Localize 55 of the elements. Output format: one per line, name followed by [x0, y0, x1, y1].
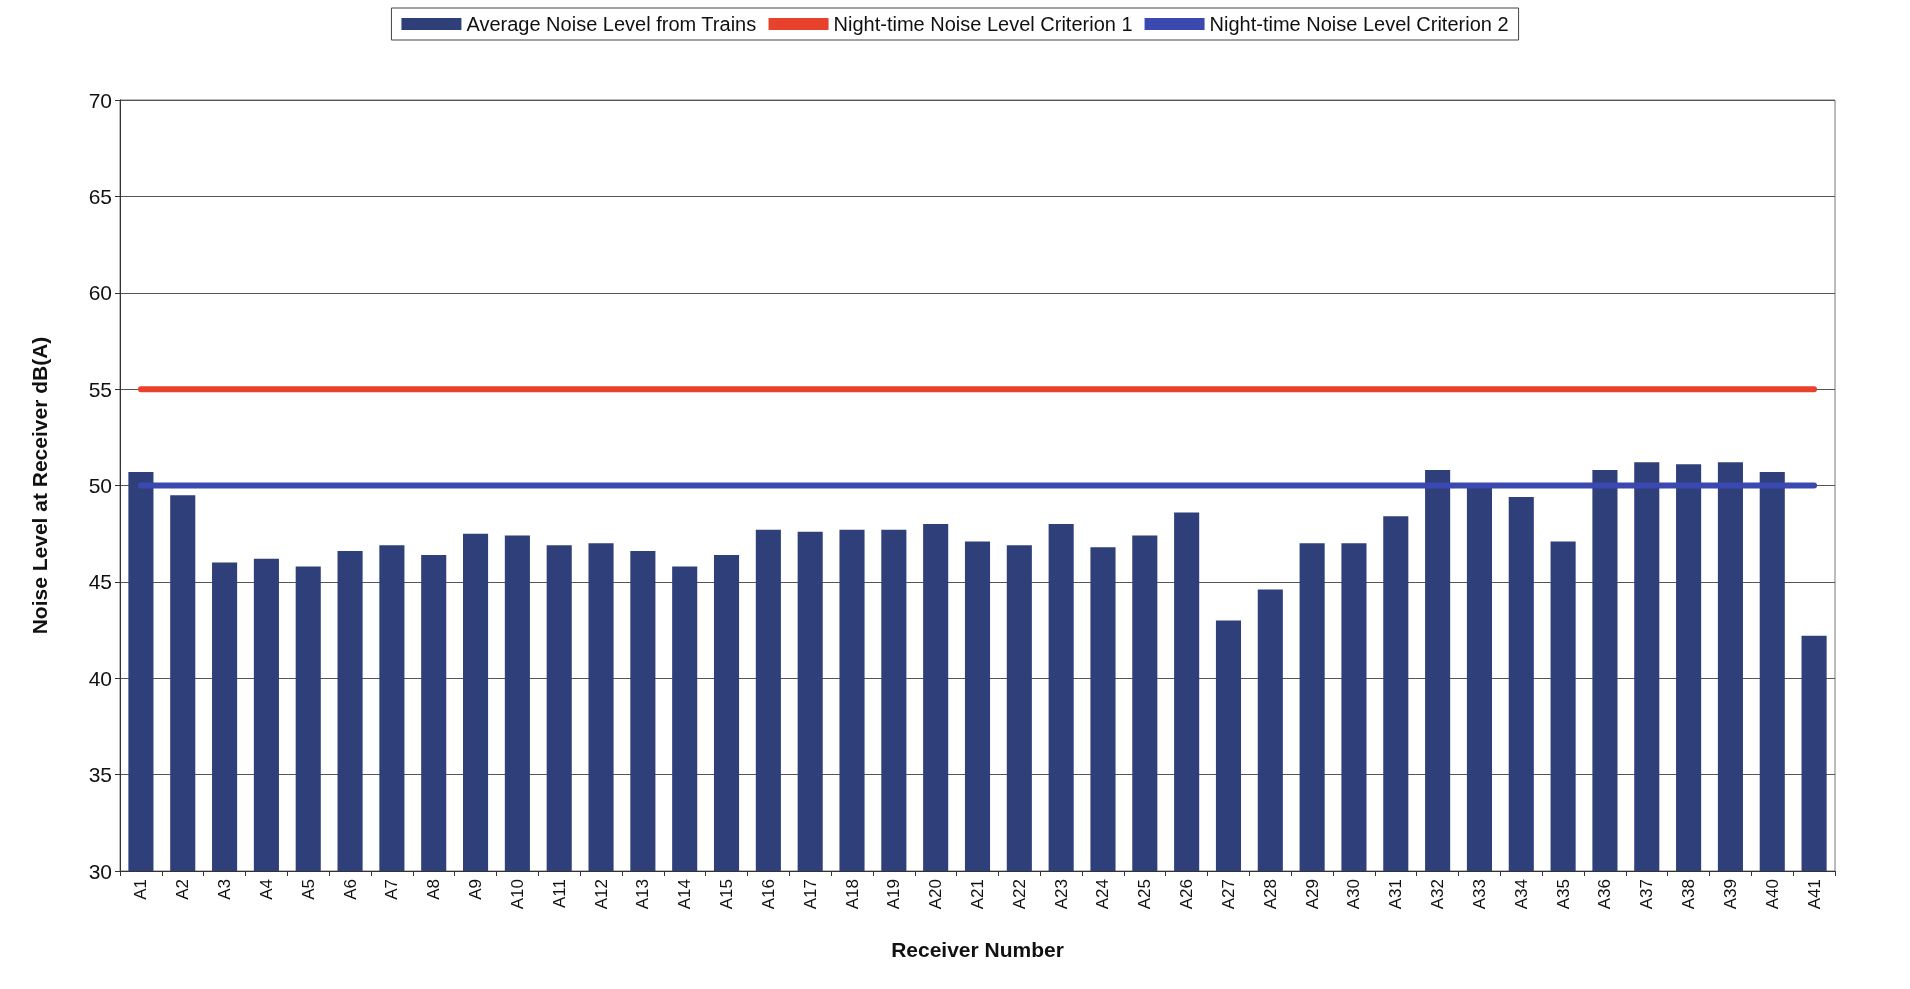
x-tick-label: A41	[1804, 879, 1824, 910]
x-tick-label: A12	[591, 879, 611, 910]
x-tick-label: A14	[675, 879, 695, 910]
y-tick-label: 65	[88, 184, 112, 208]
x-tick-label: A23	[1051, 879, 1071, 910]
x-tick-label: A4	[256, 879, 276, 900]
x-tick-label: A21	[968, 879, 987, 910]
x-tick-label: A13	[633, 879, 653, 910]
legend-label: Night-time Noise Level Criterion 2	[1209, 13, 1509, 35]
y-tick-label: 70	[88, 88, 112, 112]
x-tick-label: A35	[1553, 879, 1573, 910]
x-tick-label: A1	[131, 879, 151, 900]
x-axis-title: Receiver Number	[891, 938, 1064, 961]
x-tick-label: A6	[340, 879, 360, 900]
y-tick-label: 35	[88, 763, 112, 787]
x-tick-label: A30	[1344, 879, 1364, 910]
x-tick-label: A22	[1009, 879, 1029, 910]
x-tick-label: A9	[466, 879, 486, 900]
x-tick-label: A15	[717, 879, 737, 910]
x-tick-label: A37	[1637, 879, 1657, 910]
x-tick-label: A28	[1260, 879, 1280, 910]
legend-label: Night-time Noise Level Criterion 1	[833, 13, 1133, 35]
x-tick-label: A34	[1511, 879, 1531, 910]
x-tick-label: A10	[507, 879, 527, 910]
y-tick-label: 40	[88, 666, 112, 690]
y-tick-label: 55	[88, 377, 112, 401]
x-tick-label: A16	[758, 879, 778, 910]
x-tick-label: A29	[1302, 879, 1322, 910]
x-tick-label: A33	[1469, 879, 1489, 910]
x-tick-label: A24	[1093, 879, 1113, 910]
x-tick-label: A3	[215, 879, 235, 900]
x-tick-label: A40	[1762, 879, 1782, 910]
x-tick-label: A38	[1679, 879, 1699, 910]
x-tick-label: A26	[1177, 879, 1197, 910]
x-tick-label: A36	[1595, 879, 1615, 910]
x-tick-label: A18	[842, 879, 862, 910]
x-tick-label: A7	[382, 879, 402, 900]
x-tick-label: A32	[1428, 879, 1448, 910]
y-tick-label: 30	[88, 859, 112, 883]
y-tick-label: 50	[88, 474, 112, 497]
x-tick-label: A25	[1135, 879, 1155, 910]
x-tick-label: A31	[1386, 879, 1406, 910]
x-tick-label: A11	[549, 879, 569, 908]
x-tick-label: A19	[884, 879, 904, 910]
x-tick-label: A17	[800, 879, 820, 910]
x-tick-label: A39	[1720, 879, 1740, 910]
x-tick-label: A2	[173, 879, 193, 900]
x-tick-label: A5	[298, 879, 318, 900]
x-tick-label: A27	[1218, 879, 1238, 910]
y-axis-title: Noise Level at Receiver dB(A)	[28, 336, 51, 635]
y-tick-label: 45	[88, 570, 112, 594]
x-tick-label: A8	[424, 879, 444, 900]
y-tick-label: 60	[88, 281, 112, 305]
x-tick-label: A20	[926, 879, 946, 910]
legend-label: Average Noise Level from Trains	[466, 13, 757, 35]
